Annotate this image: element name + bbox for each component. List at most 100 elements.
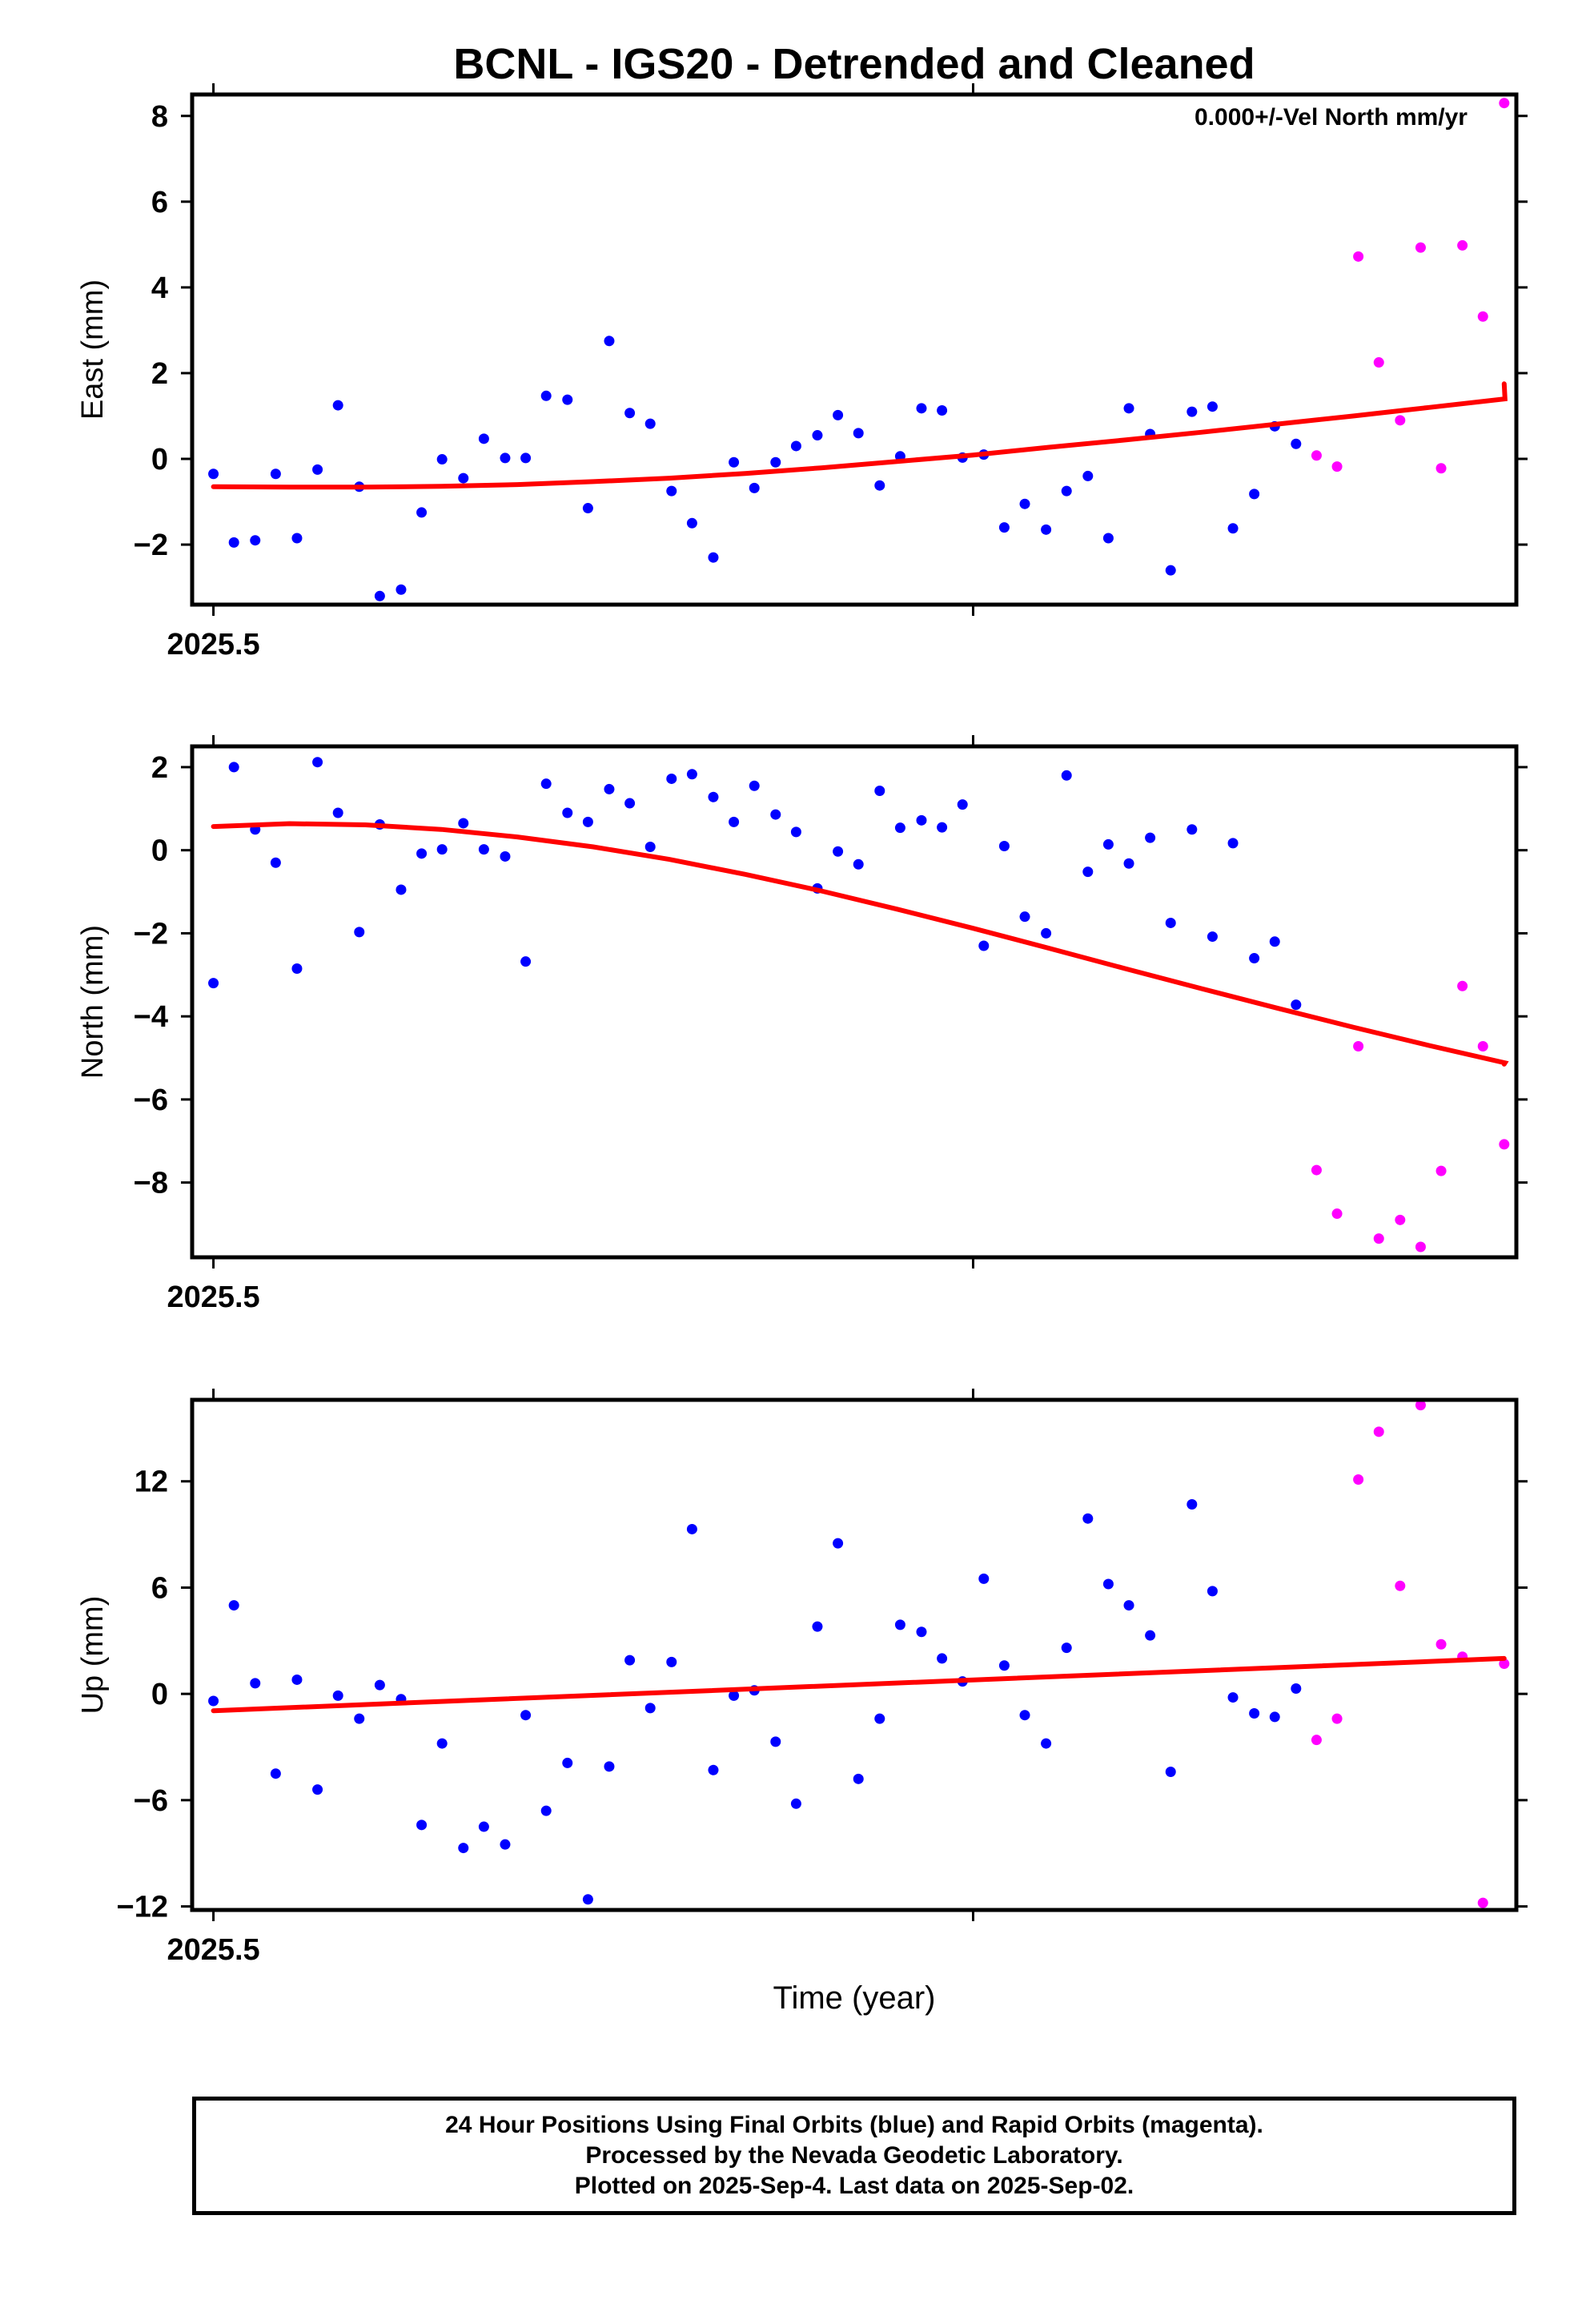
final-orbit-point: [478, 844, 489, 855]
final-orbit-point: [332, 400, 343, 411]
final-orbit-point: [562, 394, 573, 405]
final-orbit-point: [1186, 824, 1198, 835]
final-orbit-point: [686, 517, 697, 529]
final-orbit-point: [416, 507, 428, 518]
final-orbit-point: [478, 1821, 489, 1832]
y-tick-label: 12: [135, 1466, 168, 1499]
final-orbit-point: [270, 468, 281, 480]
final-orbit-point: [1165, 565, 1176, 576]
final-orbit-point: [624, 798, 636, 809]
final-orbit-point: [749, 780, 760, 791]
final-orbit-point: [937, 1653, 948, 1664]
final-orbit-point: [833, 1538, 844, 1549]
rapid-orbit-point: [1415, 1400, 1426, 1411]
final-orbit-point: [998, 1660, 1010, 1671]
rapid-orbit-point: [1353, 1041, 1364, 1052]
east-panel: −2 0 2 4 6 8 2025.5 East (mm): [76, 83, 1528, 661]
rapid-orbit-point: [1395, 1580, 1406, 1591]
final-orbit-point: [604, 336, 615, 347]
final-orbit-point: [520, 1710, 532, 1721]
final-orbit-point: [729, 1690, 740, 1701]
final-orbit-point: [770, 1736, 781, 1747]
final-orbit-point: [500, 452, 511, 464]
final-orbit-point: [770, 456, 781, 468]
final-orbit-point: [1061, 1642, 1072, 1654]
final-orbit-point: [1165, 1766, 1176, 1777]
rapid-orbit-point: [1331, 1208, 1343, 1220]
caption-line: Plotted on 2025-Sep-4. Last data on 2025…: [574, 2173, 1134, 2199]
y-tick-label: −2: [134, 529, 168, 562]
plot-frame: [190, 92, 1519, 607]
final-orbit-point: [354, 1713, 365, 1724]
final-orbit-point: [1019, 498, 1030, 509]
final-orbit-point: [874, 786, 885, 797]
final-orbit-point: [686, 769, 697, 780]
y-tick-label: −2: [134, 917, 168, 951]
final-orbit-point: [666, 773, 677, 784]
y-tick-label: −4: [134, 1000, 168, 1034]
final-orbit-point: [458, 1843, 469, 1854]
final-orbit-point: [1082, 470, 1094, 481]
final-orbit-point: [332, 807, 343, 818]
y-tick-label: 2: [151, 357, 168, 391]
fit-curve: [211, 821, 1509, 1067]
final-orbit-point: [208, 468, 219, 480]
rapid-orbit-point: [1477, 311, 1488, 322]
final-orbit-point: [1123, 858, 1134, 869]
final-orbit-point: [998, 840, 1010, 851]
final-orbit-point: [666, 485, 677, 497]
rapid-orbit-point: [1499, 1659, 1510, 1670]
rapid-orbit-point: [1331, 461, 1343, 472]
final-orbit-point: [916, 814, 927, 826]
final-orbit-point: [416, 1819, 428, 1831]
final-orbit-point: [644, 418, 656, 429]
y-tick-label: −6: [134, 1084, 168, 1117]
final-orbit-point: [436, 1738, 448, 1749]
final-orbit-point: [270, 857, 281, 868]
final-orbit-point: [1227, 1692, 1239, 1703]
final-orbit-point: [436, 454, 448, 465]
final-orbit-point: [1227, 523, 1239, 534]
final-orbit-point: [1269, 936, 1280, 947]
x-tick-label: 2025.5: [167, 1281, 259, 1314]
final-orbit-point: [208, 1695, 219, 1707]
final-orbit-point: [894, 822, 905, 834]
rapid-orbit-point: [1373, 357, 1384, 368]
final-orbit-point: [396, 584, 407, 595]
final-orbit-point: [1019, 1710, 1030, 1721]
final-orbit-point: [749, 482, 760, 493]
final-orbit-point: [604, 1761, 615, 1772]
rapid-orbit-point: [1415, 242, 1426, 253]
rapid-orbit-point: [1415, 1241, 1426, 1252]
final-orbit-point: [582, 1894, 593, 1905]
final-orbit-point: [937, 405, 948, 416]
final-orbit-point: [957, 799, 968, 810]
rapid-orbit-point: [1311, 1735, 1322, 1746]
final-orbit-point: [500, 850, 511, 862]
final-orbit-point: [1145, 832, 1156, 843]
final-orbit-point: [770, 809, 781, 820]
rapid-orbit-point: [1373, 1426, 1384, 1437]
final-orbit-point: [250, 1678, 261, 1689]
final-orbit-point: [853, 858, 864, 870]
final-orbit-point: [874, 1713, 885, 1724]
up-panel: −12 −6 0 6 12 2025.5 Up (mm): [76, 1389, 1528, 1967]
rapid-orbit-point: [1435, 1165, 1447, 1176]
final-orbit-point: [1186, 406, 1198, 417]
y-axis-label: Up (mm): [76, 1596, 110, 1715]
final-orbit-point: [624, 408, 636, 419]
final-orbit-point: [436, 844, 448, 855]
final-orbit-point: [582, 503, 593, 514]
final-orbit-point: [833, 846, 844, 857]
final-orbit-point: [998, 522, 1010, 533]
final-orbit-point: [291, 963, 303, 975]
final-orbit-point: [396, 884, 407, 895]
final-orbit-point: [1207, 401, 1218, 412]
y-tick-label: 6: [151, 186, 168, 219]
final-orbit-point: [853, 428, 864, 439]
final-orbit-point: [1102, 533, 1114, 544]
final-orbit-point: [540, 1805, 552, 1816]
final-orbit-point: [916, 403, 927, 414]
final-orbit-point: [1207, 931, 1218, 943]
final-orbit-point: [1165, 917, 1176, 928]
